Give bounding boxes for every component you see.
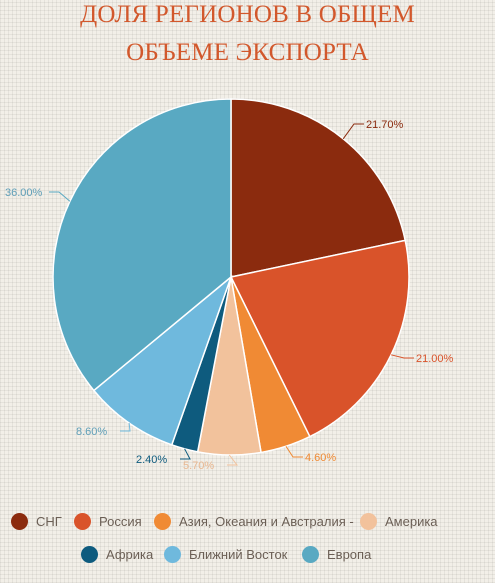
data-label-0: 21.70% (366, 119, 404, 131)
legend-row-1: СНГ Россия Азия, Океания и Австралия - А… (0, 510, 495, 532)
data-label-4: 2.40% (136, 454, 167, 466)
legend-label-america: Америка (385, 513, 438, 529)
data-label-3: 5.70% (183, 460, 214, 472)
leader-line-1 (390, 354, 414, 359)
leader-line-2 (285, 446, 303, 458)
legend-item-middle-east[interactable]: Ближний Восток (164, 543, 287, 565)
chart-title-line-2: ОБЪЕМЕ ЭКСПОРТА (126, 39, 369, 66)
leader-line-3 (227, 454, 239, 466)
leader-lines (49, 123, 414, 466)
legend-item-africa[interactable]: Африка (81, 543, 153, 565)
leader-line-5 (120, 422, 131, 432)
legend-label-russia: Россия (99, 513, 142, 529)
legend-swatch-middle-east (164, 545, 181, 563)
legend-swatch-asia (154, 512, 171, 530)
pie-slice-5[interactable] (92, 274, 233, 446)
legend-swatch-europe (302, 545, 319, 563)
leader-line-0 (342, 123, 364, 140)
pie-slice-1[interactable] (229, 239, 410, 438)
chart-title-line-1: ДОЛЯ РЕГИОНОВ В ОБЩЕМ (80, 1, 415, 28)
legend-label-middle-east: Ближний Восток (189, 546, 288, 562)
data-label-2: 4.60% (305, 452, 336, 464)
data-label-5: 8.60% (76, 426, 107, 438)
legend-item-america[interactable]: Америка (360, 510, 438, 532)
legend-item-asia[interactable]: Азия, Океания и Австралия - (154, 510, 354, 532)
pie-slices (52, 98, 410, 456)
legend-item-europe[interactable]: Европа (302, 543, 371, 565)
legend-swatch-sng (11, 512, 28, 530)
legend-item-sng[interactable]: СНГ (11, 510, 62, 532)
legend-label-asia: Азия, Океания и Австралия - (179, 513, 354, 529)
legend-label-africa: Африка (106, 546, 154, 562)
legend-swatch-russia (74, 512, 91, 530)
legend-label-sng: СНГ (36, 513, 62, 529)
legend-label-europe: Европа (327, 546, 372, 562)
data-label-1: 21.00% (416, 353, 454, 365)
legend-swatch-africa (81, 545, 98, 563)
leader-line-4 (180, 448, 191, 460)
legend-row-2: Африка Ближний Восток Европа (0, 543, 495, 565)
pie-slice-0[interactable] (230, 98, 407, 278)
data-label-6: 36.00% (5, 187, 43, 199)
data-labels: 21.70% 21.00% 4.60% 5.70% 2.40% 8.60% 36.00% (5, 119, 454, 472)
leader-line-6 (49, 191, 71, 202)
pie-slice-6[interactable] (52, 98, 232, 392)
legend-item-russia[interactable]: Россия (74, 510, 142, 532)
legend-swatch-america (360, 512, 377, 530)
